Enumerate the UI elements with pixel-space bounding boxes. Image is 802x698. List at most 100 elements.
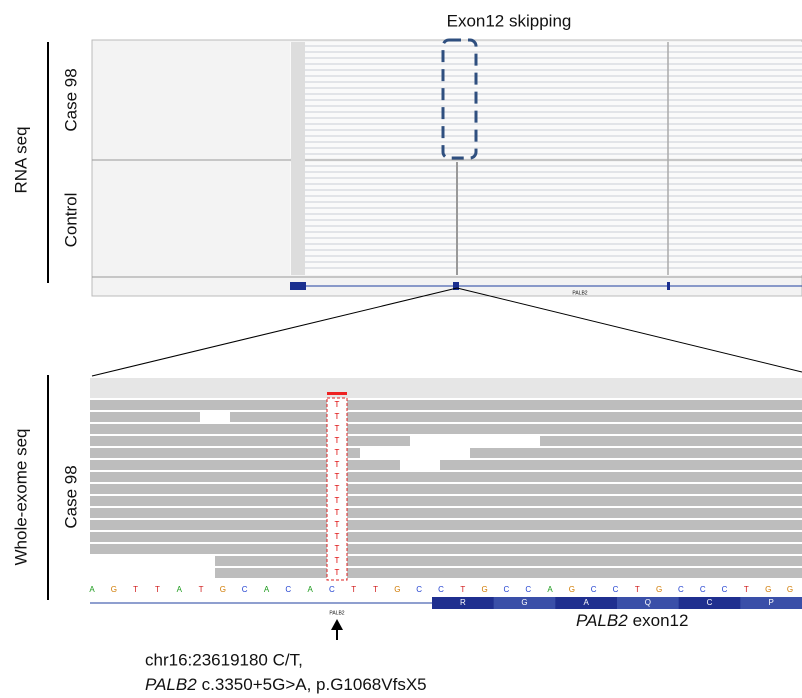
base: T (133, 585, 138, 594)
base: G (220, 585, 226, 594)
base: T (155, 585, 160, 594)
variant-base: T (335, 436, 340, 445)
variant-base: T (335, 484, 340, 493)
variant-position: chr16:23619180 C/T, (145, 650, 303, 669)
variant-base: T (335, 472, 340, 481)
ruler (90, 378, 802, 398)
variant-base: T (335, 508, 340, 517)
amino-acid: A (583, 598, 589, 607)
read (540, 436, 802, 446)
gene-label: PALB2 (329, 610, 344, 616)
read (215, 568, 802, 578)
track-label: Case 98 (61, 68, 80, 131)
track-label: Control (61, 193, 80, 248)
read (90, 544, 802, 554)
variant-base: T (335, 544, 340, 553)
gene-name: PALB2 (576, 611, 628, 630)
wes-reads (90, 400, 802, 578)
variant-base: T (335, 400, 340, 409)
base: C (242, 585, 248, 594)
track-label: Case 98 (61, 465, 80, 528)
base: C (525, 585, 531, 594)
variant-base: T (335, 448, 340, 457)
variant-marker (327, 392, 347, 395)
read (90, 484, 802, 494)
base: T (744, 585, 749, 594)
amino-acid: G (521, 598, 527, 607)
base: G (569, 585, 575, 594)
base: A (264, 585, 270, 594)
base: C (591, 585, 597, 594)
read (470, 448, 802, 458)
read (90, 424, 802, 434)
read (90, 520, 802, 530)
zoom-line (457, 288, 802, 372)
figure: PALB2 Exon12 skipping RNA seq Case 98 Co… (0, 0, 802, 698)
gene-name: PALB2 (145, 675, 197, 694)
exon (667, 282, 670, 290)
base: C (722, 585, 728, 594)
base: G (656, 585, 662, 594)
variant-base: T (335, 532, 340, 541)
base: G (765, 585, 771, 594)
read (90, 472, 802, 482)
base: A (307, 585, 313, 594)
read (90, 400, 802, 410)
read (230, 412, 802, 422)
amino-acid: Q (645, 598, 651, 607)
read (90, 460, 400, 470)
base: G (394, 585, 400, 594)
variant-base: T (335, 496, 340, 505)
base: C (416, 585, 422, 594)
base: T (351, 585, 356, 594)
read (90, 496, 802, 506)
read (90, 412, 200, 422)
read (440, 460, 802, 470)
gene-label: PALB2 (572, 290, 587, 296)
read (90, 508, 802, 518)
group-label: Whole-exome seq (11, 428, 30, 565)
read (215, 556, 802, 566)
arrow-head (331, 619, 343, 630)
read (90, 448, 360, 458)
base: C (329, 585, 335, 594)
soft-clip (291, 42, 305, 275)
base: T (460, 585, 465, 594)
base: C (678, 585, 684, 594)
base: C (504, 585, 510, 594)
exon-name: exon12 (633, 611, 689, 630)
base: C (285, 585, 291, 594)
base: T (373, 585, 378, 594)
amino-acid: P (768, 598, 773, 607)
exon (290, 282, 306, 290)
control-track (290, 162, 802, 275)
variant-notation: PALB2 c.3350+5G>A, p.G1068VfsX5 (145, 675, 427, 694)
variant-base: T (335, 424, 340, 433)
read (90, 436, 410, 446)
amino-acid: R (460, 598, 466, 607)
variant-base: T (335, 556, 340, 565)
base: A (177, 585, 183, 594)
variant-base: T (335, 412, 340, 421)
base: G (787, 585, 793, 594)
amino-acid: C (707, 598, 713, 607)
variant-base: T (335, 460, 340, 469)
base: G (111, 585, 117, 594)
read (90, 532, 802, 542)
exon-label: PALB2 exon12 (576, 611, 688, 630)
base: G (482, 585, 488, 594)
base: A (547, 585, 553, 594)
base: C (613, 585, 619, 594)
annotation: Exon12 skipping (447, 11, 572, 30)
group-label: RNA seq (11, 126, 30, 193)
base: T (635, 585, 640, 594)
base: T (199, 585, 204, 594)
base: A (89, 585, 95, 594)
variant-base: T (335, 520, 340, 529)
base: C (700, 585, 706, 594)
hgvs: c.3350+5G>A, p.G1068VfsX5 (202, 675, 427, 694)
variant-base: T (335, 568, 340, 577)
base: C (438, 585, 444, 594)
